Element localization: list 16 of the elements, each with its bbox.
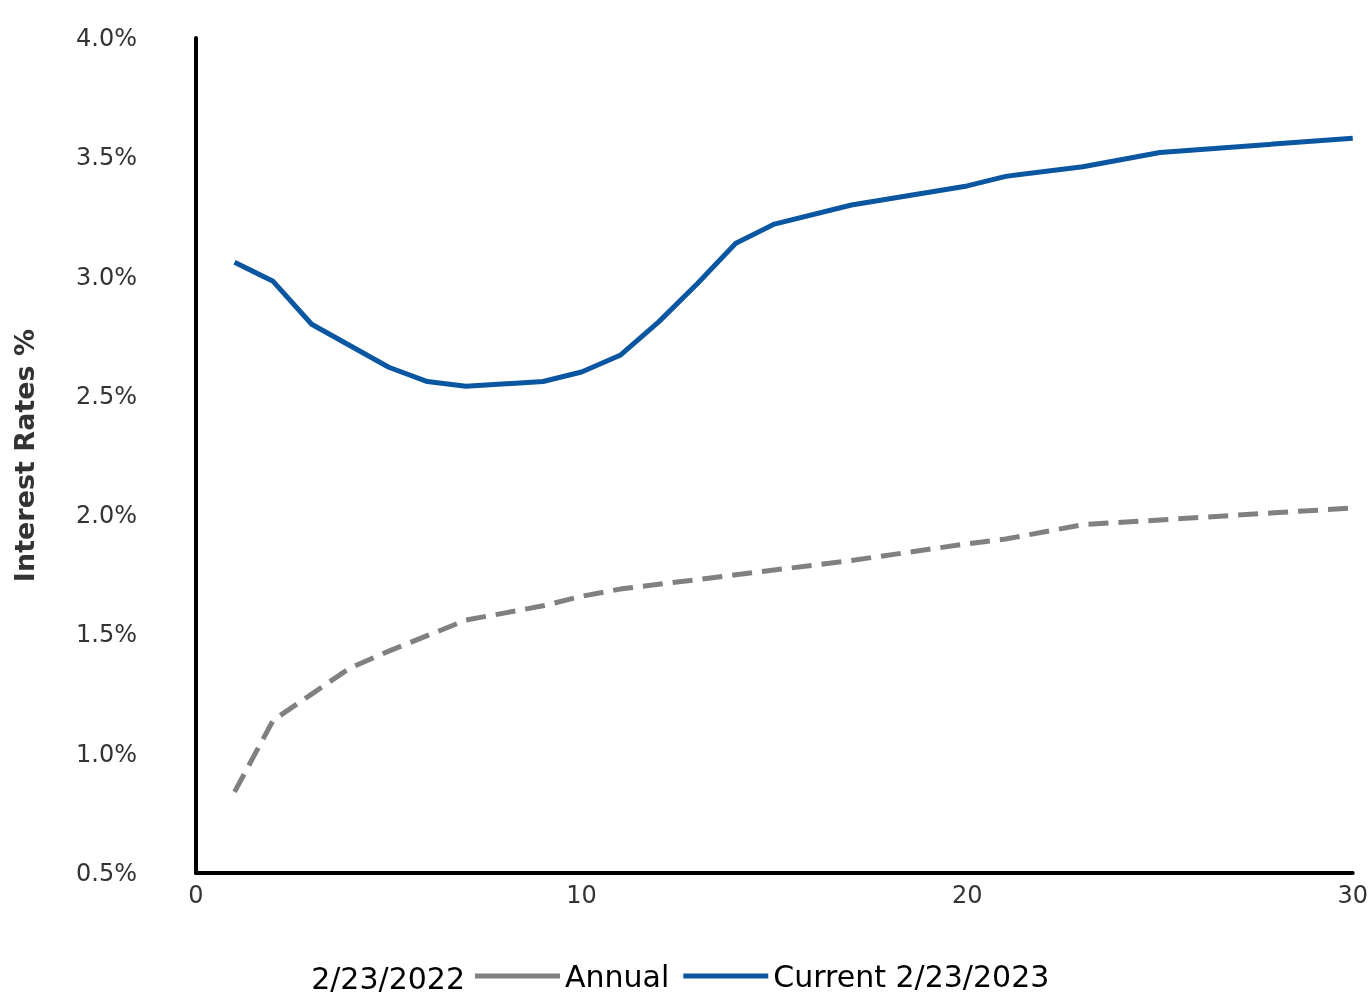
- legend-label: Annual: [565, 958, 670, 994]
- y-tick-label: 2.5%: [76, 381, 137, 410]
- x-tick-label: 10: [566, 881, 597, 909]
- y-tick-label: 3.5%: [76, 143, 137, 172]
- y-tick-label: 4.0%: [76, 24, 137, 52]
- y-tick-label: 0.5%: [76, 859, 137, 887]
- y-tick-label: 3.0%: [76, 262, 137, 291]
- x-tick-label: 0: [188, 881, 204, 909]
- y-axis-title: Interest Rates %: [9, 328, 40, 583]
- x-tick-label: 30: [1337, 881, 1368, 909]
- y-tick-label: 2.0%: [76, 501, 137, 530]
- y-tick-label: 1.5%: [76, 620, 137, 649]
- legend-title: 2/23/2022: [311, 960, 465, 996]
- y-tick-label: 1.0%: [76, 739, 137, 768]
- legend-label: Current 2/23/2023: [773, 958, 1050, 994]
- x-tick-label: 20: [951, 881, 983, 909]
